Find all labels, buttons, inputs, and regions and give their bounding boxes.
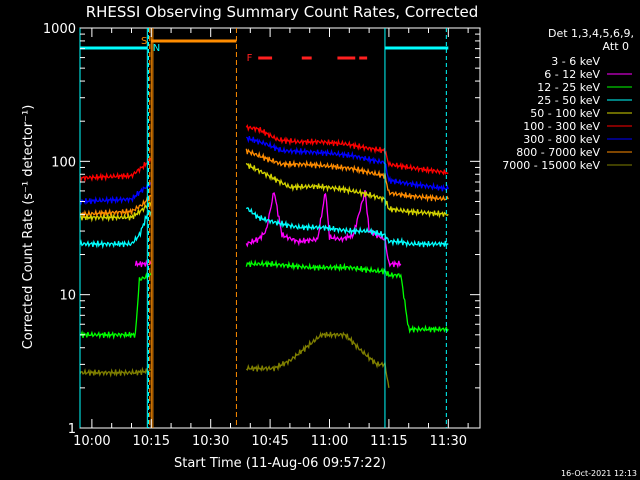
x-tick-label: 11:00 [311, 434, 348, 449]
x-tick-label: 10:15 [133, 434, 170, 449]
y-tick-label: 10 [59, 289, 76, 304]
series-line-5 [79, 124, 449, 183]
series-line-3 [79, 207, 449, 250]
series-line-7 [79, 148, 449, 218]
series-layer [79, 124, 449, 388]
series-line-6 [79, 135, 449, 206]
y-axis-label: Corrected Count Rate (s⁻¹ detector⁻¹) [21, 105, 36, 350]
series-line-1 [134, 190, 402, 269]
x-tick-label: 10:00 [73, 434, 110, 449]
flags-layer: SN F [79, 28, 449, 428]
x-tick-label: 10:30 [192, 434, 229, 449]
legend-label: 50 - 100 keV [530, 107, 600, 120]
legend-label: 6 - 12 keV [544, 68, 600, 81]
flag-label-s: S [141, 36, 147, 47]
x-tick-label: 11:15 [370, 434, 407, 449]
y-tick-label: 1 [68, 422, 76, 437]
flag-label-n: N [153, 43, 160, 54]
legend-header-line-1: Det 1,3,4,5,6,9, [548, 27, 634, 40]
legend-label: 800 - 7000 keV [516, 146, 600, 159]
x-tick-label: 10:45 [251, 434, 288, 449]
legend-label: 12 - 25 keV [537, 81, 600, 94]
ticks-layer: 10:00 10:15 10:30 10:45 11:00 11:15 11:30 1 10 10… [43, 22, 480, 449]
series-line-0 [79, 228, 390, 350]
legend-header-line-2: Att 0 [603, 40, 629, 53]
x-axis-label: Start Time (11-Aug-06 09:57:22) [174, 456, 386, 471]
x-tick-label: 11:30 [430, 434, 467, 449]
legend-label: 300 - 800 keV [523, 133, 600, 146]
chart-title: RHESSI Observing Summary Count Rates, Co… [86, 3, 479, 21]
legend-label: 7000 - 15000 keV [502, 159, 600, 172]
series-line-4 [79, 162, 449, 223]
legend-label: 25 - 50 keV [537, 94, 600, 107]
y-tick-label: 1000 [43, 22, 76, 37]
series-line-2 [79, 259, 449, 340]
y-tick-label: 100 [51, 155, 76, 170]
legend-label: 3 - 6 keV [551, 55, 600, 68]
legend-label: 100 - 300 keV [523, 120, 600, 133]
series-line-8 [79, 331, 390, 388]
flag-label-f: F [247, 53, 253, 64]
footer-date: 16-Oct-2021 12:13 [561, 469, 637, 478]
